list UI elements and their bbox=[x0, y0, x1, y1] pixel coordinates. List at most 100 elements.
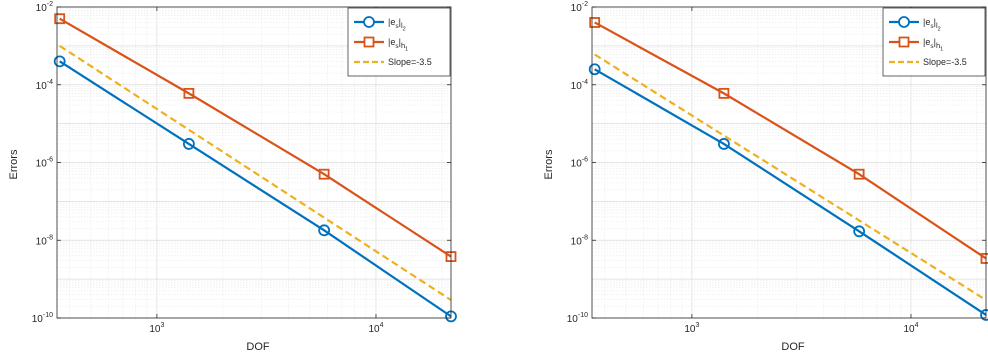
legend-text: |e bbox=[388, 37, 395, 47]
chart-1: 103 10410-210-410-610-810-10DOFErrors|es|… bbox=[8, 1, 457, 353]
y-tick-base: 10 bbox=[571, 236, 583, 247]
y-tick-label: 10-2 bbox=[36, 1, 53, 14]
legend-text: | bbox=[934, 17, 936, 27]
series-line-h1 bbox=[59, 17, 452, 258]
legend-text: |e bbox=[388, 17, 395, 27]
y-tick-base: 10 bbox=[571, 159, 583, 170]
data-point-l2 bbox=[588, 63, 601, 76]
data-point-l2 bbox=[318, 224, 331, 237]
legend-item-l2: |es|l2 bbox=[889, 16, 941, 33]
legend-subscript: l bbox=[936, 21, 938, 30]
data-point-h1 bbox=[718, 87, 730, 99]
series-line-l2 bbox=[59, 60, 452, 318]
y-tick-exponent: -4 bbox=[47, 79, 53, 86]
chart-2: 103 10410-210-410-610-810-10DOFErrors|es|… bbox=[543, 1, 988, 353]
x-tick-label: 104 bbox=[368, 322, 383, 335]
legend-label: |es|h1 bbox=[388, 37, 408, 53]
series-layer bbox=[588, 17, 988, 321]
legend-subscript: h bbox=[401, 41, 405, 50]
data-point-l2 bbox=[718, 138, 730, 150]
y-tick-base: 10 bbox=[36, 81, 48, 92]
y-tick-exponent: -10 bbox=[43, 312, 53, 319]
y-tick-label: 10-6 bbox=[571, 157, 588, 170]
y-tick-exponent: -6 bbox=[47, 157, 53, 164]
y-axis-label-text: Errors bbox=[8, 149, 20, 179]
legend-label: Slope=-3.5 bbox=[388, 57, 432, 67]
legend-label: |es|l2 bbox=[923, 17, 941, 33]
data-point-h1 bbox=[183, 87, 195, 99]
legend-sub-subscript: 2 bbox=[403, 27, 406, 33]
legend-text: | bbox=[934, 37, 936, 47]
x-tick-base: 10 bbox=[684, 324, 696, 335]
legend-label: Slope=-3.5 bbox=[923, 57, 967, 67]
x-axis-label-text: DOF bbox=[246, 341, 270, 353]
legend-subscript: s bbox=[930, 43, 934, 50]
y-tick-label: 10-10 bbox=[567, 312, 588, 325]
legend-label: |es|l2 bbox=[388, 17, 406, 33]
x-axis-label: DOF bbox=[781, 341, 805, 353]
series-line-l2 bbox=[594, 68, 987, 316]
legend-item-h1: |es|h1 bbox=[354, 36, 408, 53]
legend-text: Slope=-3.5 bbox=[923, 57, 967, 67]
series-layer bbox=[53, 13, 457, 323]
legend-swatch-marker bbox=[898, 16, 910, 28]
y-tick-base: 10 bbox=[36, 159, 48, 170]
y-tick-base: 10 bbox=[32, 314, 44, 325]
legend-subscript: s bbox=[395, 43, 399, 50]
legend-item-slope: Slope=-3.5 bbox=[354, 57, 432, 67]
legend-sub-subscript: 2 bbox=[938, 27, 941, 33]
y-tick-label: 10-8 bbox=[571, 234, 588, 247]
y-tick-base: 10 bbox=[567, 314, 579, 325]
x-tick-label: 103 bbox=[149, 322, 164, 335]
legend-subscript: h bbox=[936, 41, 940, 50]
y-tick-exponent: -6 bbox=[582, 157, 588, 164]
legend-text: | bbox=[399, 37, 401, 47]
legend-label: |es|h1 bbox=[923, 37, 943, 53]
x-axis-label-text: DOF bbox=[781, 341, 805, 353]
y-tick-exponent: -8 bbox=[47, 234, 53, 241]
y-tick-label: 10-8 bbox=[36, 234, 53, 247]
data-point-h1 bbox=[589, 17, 601, 28]
legend-subscript: l bbox=[401, 21, 403, 30]
y-tick-base: 10 bbox=[571, 3, 583, 14]
y-tick-base: 10 bbox=[36, 236, 48, 247]
data-point-h1 bbox=[853, 168, 865, 180]
legend-text: | bbox=[399, 17, 401, 27]
series-line-slope bbox=[59, 44, 452, 301]
legend-sub-subscript: 1 bbox=[940, 47, 943, 53]
legend-text: |e bbox=[923, 37, 930, 47]
y-tick-label: 10-4 bbox=[571, 79, 588, 92]
x-tick-exponent: 3 bbox=[160, 322, 164, 329]
y-tick-base: 10 bbox=[571, 81, 583, 92]
data-point-h1 bbox=[318, 168, 330, 180]
legend-swatch-marker bbox=[363, 16, 375, 28]
data-point-l2 bbox=[853, 225, 866, 238]
legend-subscript: s bbox=[930, 23, 934, 30]
legend-sub-subscript: 1 bbox=[405, 47, 408, 53]
x-tick-exponent: 4 bbox=[380, 322, 384, 329]
legend-item-slope: Slope=-3.5 bbox=[889, 57, 967, 67]
series-line-h1 bbox=[594, 21, 987, 260]
y-axis-label: Errors bbox=[543, 149, 555, 179]
x-tick-exponent: 3 bbox=[695, 322, 699, 329]
y-tick-exponent: -2 bbox=[47, 1, 53, 8]
y-axis-label-text: Errors bbox=[543, 149, 555, 179]
legend-item-h1: |es|h1 bbox=[889, 36, 943, 53]
x-axis-label: DOF bbox=[246, 341, 270, 353]
x-tick-label: 103 bbox=[684, 322, 699, 335]
y-axis-label: Errors bbox=[8, 149, 20, 179]
legend-text: |e bbox=[923, 17, 930, 27]
y-tick-label: 10-2 bbox=[571, 1, 588, 14]
legend-subscript: s bbox=[395, 23, 399, 30]
y-tick-exponent: -8 bbox=[582, 234, 588, 241]
y-tick-base: 10 bbox=[36, 3, 48, 14]
y-tick-label: 10-6 bbox=[36, 157, 53, 170]
x-tick-base: 10 bbox=[903, 324, 915, 335]
legend-text: Slope=-3.5 bbox=[388, 57, 432, 67]
legend-swatch-marker bbox=[898, 36, 910, 48]
y-tick-exponent: -4 bbox=[582, 79, 588, 86]
data-point-l2 bbox=[183, 138, 195, 150]
